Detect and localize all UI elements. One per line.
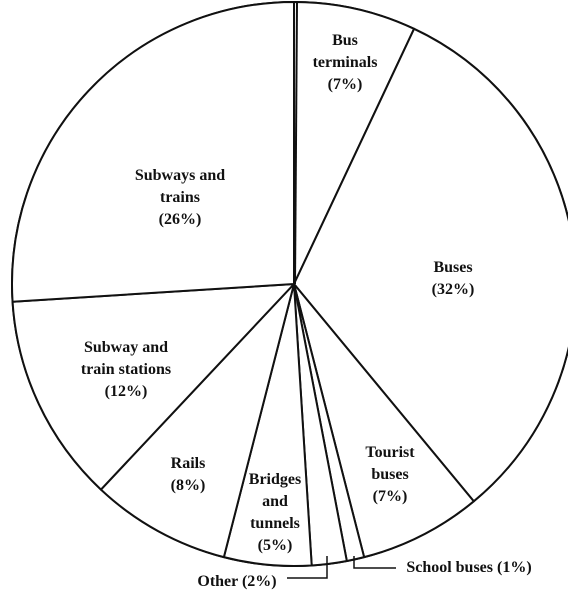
slice-label-tourist-buses: Tourist buses (7%)	[365, 444, 415, 505]
slice-label-rails: Rails (8%)	[171, 455, 206, 494]
slice-label-buses: Buses (32%)	[432, 259, 475, 298]
pie-slice-subways-and-trains	[11, 1, 295, 303]
leader-line-other	[287, 556, 328, 579]
pie-start-line	[294, 1, 298, 285]
slice-label-subway-and-train-stations: Subway and train stations (12%)	[81, 339, 171, 400]
pie-slice-buses	[293, 27, 568, 503]
slice-label-bus-terminals: Bus terminals (7%)	[313, 32, 378, 93]
leader-line-school-buses	[353, 556, 396, 569]
pie-slice-rails	[99, 283, 295, 559]
slice-label-other: Other (2%)	[197, 573, 276, 590]
pie-slice-tourist-buses	[293, 283, 475, 559]
pie-slice-subway-and-train-stations	[11, 283, 295, 491]
slice-label-subways-and-trains: Subways and trains (26%)	[135, 167, 225, 228]
slice-label-bridges-and-tunnels: Bridges and tunnels (5%)	[249, 471, 301, 554]
slice-label-school-buses: School buses (1%)	[406, 559, 531, 576]
